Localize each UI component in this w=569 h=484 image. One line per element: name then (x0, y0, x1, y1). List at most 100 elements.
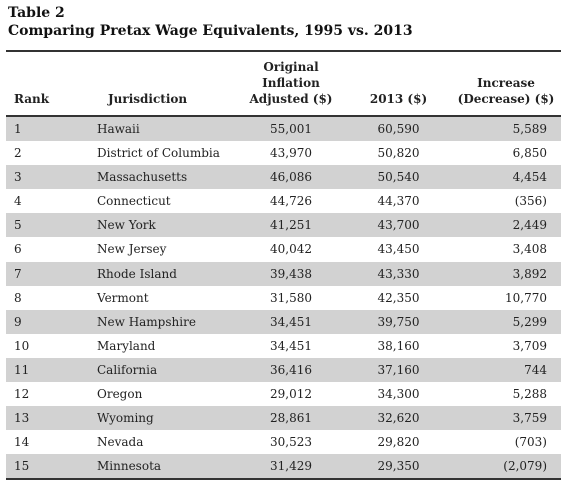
increase-cell: 5,288 (512, 387, 547, 402)
increase-cell: 5,299 (512, 314, 547, 329)
increase-cell: (356) (514, 194, 547, 209)
original-value-cell: 34,451 (270, 338, 312, 353)
value-2013-cell: 42,350 (377, 290, 420, 305)
table-row: 14 Nevada 30,523 29,820 (703) (6, 430, 561, 454)
table-row: 9 New Hampshire 34,451 39,750 5,299 (6, 309, 561, 334)
jurisdiction-cell: Nevada (97, 435, 144, 450)
jurisdiction-cell: Maryland (97, 338, 156, 353)
rank-cell: 12 (14, 387, 30, 402)
jurisdiction-cell: District of Columbia (97, 146, 220, 161)
increase-cell: 4,454 (512, 170, 547, 185)
increase-cell: (703) (514, 435, 547, 450)
value-2013-cell: 38,160 (377, 338, 420, 353)
value-2013-cell: 29,350 (377, 459, 420, 474)
jurisdiction-cell: New Jersey (97, 242, 167, 257)
table-label: Table 2 (8, 5, 65, 21)
jurisdiction-cell: California (97, 362, 158, 377)
table-row: 12 Oregon 29,012 34,300 5,288 (6, 382, 561, 406)
value-2013-cell: 44,370 (377, 194, 420, 209)
value-2013-cell: 39,750 (377, 314, 420, 329)
table-title: Comparing Pretax Wage Equivalents, 1995 … (8, 23, 413, 39)
increase-cell: 3,408 (512, 242, 547, 257)
increase-cell: 6,850 (512, 146, 547, 161)
rank-cell: 9 (14, 314, 22, 329)
table-row: 4 Connecticut 44,726 44,370 (356) (6, 189, 561, 213)
table-body: 1 Hawaii 55,001 60,590 5,589 2 District of Col… (6, 117, 561, 479)
header-rule (6, 115, 561, 117)
table-row: 2 District of Columbia 43,970 50,820 6,850 (6, 141, 561, 165)
jurisdiction-cell: Rhode Island (97, 266, 177, 281)
rank-cell: 8 (14, 290, 22, 305)
header-2013: 2013 ($) (369, 92, 428, 106)
bottom-rule (6, 478, 561, 480)
jurisdiction-cell: Vermont (97, 290, 149, 305)
header-rank: Rank (14, 92, 50, 106)
jurisdiction-cell: Oregon (97, 387, 143, 402)
rank-cell: 14 (14, 435, 30, 450)
original-value-cell: 55,001 (270, 122, 312, 136)
increase-cell: 3,759 (512, 411, 547, 426)
value-2013-cell: 32,620 (377, 411, 420, 426)
increase-cell: 3,709 (512, 338, 547, 353)
original-value-cell: 34,451 (270, 314, 312, 329)
table-row: 8 Vermont 31,580 42,350 10,770 (6, 286, 561, 310)
original-value-cell: 36,416 (270, 362, 312, 377)
rank-cell: 3 (14, 170, 22, 185)
rank-cell: 7 (14, 266, 22, 281)
original-value-cell: 41,251 (270, 218, 312, 233)
jurisdiction-cell: New York (97, 218, 156, 233)
increase-cell: 10,770 (505, 290, 547, 305)
value-2013-cell: 43,450 (377, 242, 420, 257)
header-jurisdiction: Jurisdiction (108, 92, 188, 106)
increase-cell: 744 (524, 362, 547, 377)
original-value-cell: 39,438 (270, 266, 312, 281)
jurisdiction-cell: Wyoming (97, 411, 154, 426)
jurisdiction-cell: Minnesota (97, 459, 162, 474)
top-rule (6, 50, 561, 52)
jurisdiction-cell: Hawaii (97, 122, 140, 136)
rank-cell: 13 (14, 411, 30, 426)
increase-cell: 5,589 (512, 122, 547, 136)
original-value-cell: 44,726 (270, 194, 312, 209)
value-2013-cell: 34,300 (377, 387, 420, 402)
table-row: 7 Rhode Island 39,438 43,330 3,892 (6, 261, 561, 286)
rank-cell: 4 (14, 194, 22, 209)
rank-cell: 15 (14, 459, 30, 474)
table-row: 6 New Jersey 40,042 43,450 3,408 (6, 237, 561, 261)
table-row: 13 Wyoming 28,861 32,620 3,759 (6, 406, 561, 431)
table-row: 1 Hawaii 55,001 60,590 5,589 (6, 117, 561, 142)
table-row: 10 Maryland 34,451 38,160 3,709 (6, 334, 561, 358)
original-value-cell: 29,012 (270, 387, 312, 402)
table-header: Rank Jurisdiction Original Inflation Adj… (6, 52, 561, 115)
value-2013-cell: 37,160 (377, 362, 420, 377)
original-value-cell: 31,580 (270, 290, 312, 305)
rank-cell: 10 (14, 338, 30, 353)
value-2013-cell: 50,540 (377, 170, 420, 185)
header-increase-decrease: Increase (Decrease) ($) (457, 76, 555, 106)
header-original-inflation-adjusted: Original Inflation Adjusted ($) (249, 60, 333, 106)
original-value-cell: 30,523 (270, 435, 312, 450)
rank-cell: 11 (14, 362, 30, 377)
value-2013-cell: 50,820 (377, 146, 420, 161)
value-2013-cell: 43,330 (377, 266, 420, 281)
original-value-cell: 46,086 (270, 170, 312, 185)
table-row: 3 Massachusetts 46,086 50,540 4,454 (6, 165, 561, 190)
table-row: 11 California 36,416 37,160 744 (6, 357, 561, 383)
value-2013-cell: 43,700 (377, 218, 420, 233)
rank-cell: 2 (14, 146, 22, 161)
increase-cell: 3,892 (512, 266, 547, 281)
original-value-cell: 43,970 (270, 146, 312, 161)
rank-cell: 1 (14, 122, 22, 136)
original-value-cell: 40,042 (270, 242, 312, 257)
jurisdiction-cell: New Hampshire (97, 314, 196, 329)
value-2013-cell: 29,820 (377, 435, 420, 450)
increase-cell: (2,079) (503, 459, 547, 474)
jurisdiction-cell: Connecticut (97, 194, 171, 209)
jurisdiction-cell: Massachusetts (97, 170, 188, 185)
table-row: 5 New York 41,251 43,700 2,449 (6, 213, 561, 238)
table-row: 15 Minnesota 31,429 29,350 (2,079) (6, 454, 561, 479)
increase-cell: 2,449 (512, 218, 547, 233)
rank-cell: 6 (14, 242, 22, 257)
rank-cell: 5 (14, 218, 22, 233)
original-value-cell: 31,429 (270, 459, 312, 474)
